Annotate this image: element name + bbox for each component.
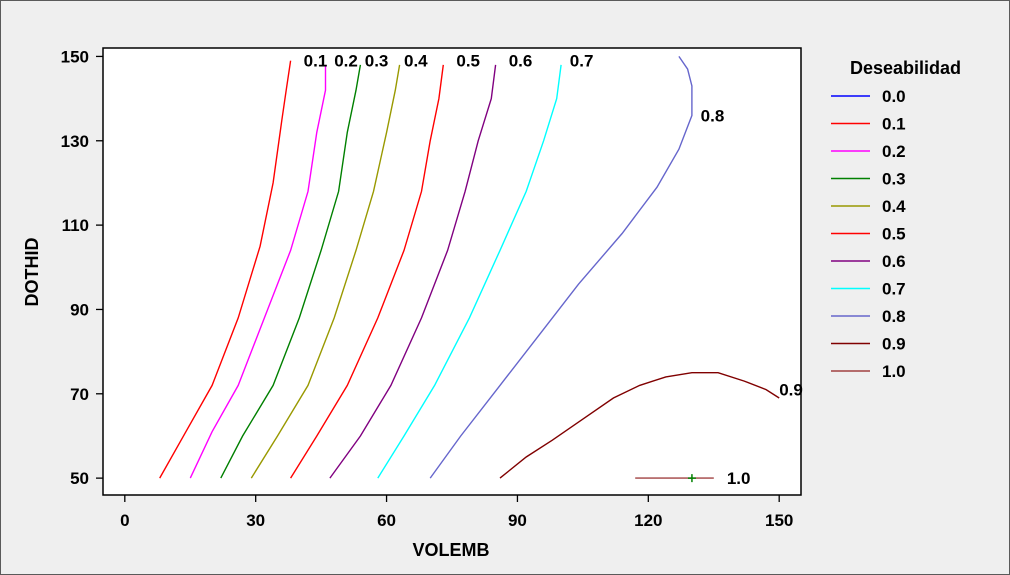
contour-line-0-5 xyxy=(290,64,444,479)
x-tick-label: 120 xyxy=(634,511,662,530)
legend-title: Deseabilidad xyxy=(850,58,961,78)
contour-label-0-4: 0.4 xyxy=(404,52,428,71)
optimum-marker xyxy=(687,474,696,483)
contour-label-1-0: 1.0 xyxy=(727,469,751,488)
legend-label: 0.2 xyxy=(882,142,906,161)
contour-line-0-6 xyxy=(329,64,497,479)
y-tick-label: 150 xyxy=(61,47,89,66)
legend-label: 0.3 xyxy=(882,170,906,189)
contour-line-0-8 xyxy=(429,56,693,479)
contour-label-0-5: 0.5 xyxy=(456,52,480,71)
y-tick-label: 70 xyxy=(70,385,89,404)
y-tick-label: 110 xyxy=(62,216,89,235)
contour-label-0-9: 0.9 xyxy=(779,381,803,400)
contour-label-0-1: 0.1 xyxy=(304,52,328,71)
legend-label: 0.5 xyxy=(882,225,906,244)
x-axis-title: VOLEMB xyxy=(412,540,489,560)
x-tick-label: 150 xyxy=(765,511,793,530)
legend-label: 0.6 xyxy=(882,252,906,271)
contour-label-0-8: 0.8 xyxy=(701,106,725,125)
legend-label: 0.1 xyxy=(882,115,906,134)
legend-label: 0.4 xyxy=(882,197,906,216)
contour-line-0-7 xyxy=(377,64,562,479)
contour-line-0-3 xyxy=(220,64,362,479)
plot-area xyxy=(102,47,802,496)
x-tick-label: 60 xyxy=(377,511,396,530)
y-axis: 50 70 90 110 130 150 xyxy=(61,47,103,488)
legend-label: 1.0 xyxy=(882,362,906,381)
contour-label-0-3: 0.3 xyxy=(365,52,389,71)
contour-label-0-6: 0.6 xyxy=(509,52,533,71)
contour-label-0-7: 0.7 xyxy=(570,52,594,71)
legend: 0.0 0.1 0.2 0.3 0.4 0.5 0.6 0.7 0.8 0.9 1.0 xyxy=(831,87,906,381)
contour-line-0-9 xyxy=(499,372,780,479)
x-tick-label: 90 xyxy=(508,511,527,530)
y-axis-title: DOTHID xyxy=(22,238,42,307)
legend-label: 0.9 xyxy=(882,335,906,354)
contour-lines xyxy=(159,56,780,479)
contour-line-0-1 xyxy=(159,60,292,479)
y-tick-label: 50 xyxy=(70,469,89,488)
legend-label: 0.8 xyxy=(882,307,906,326)
y-tick-label: 130 xyxy=(61,132,89,151)
legend-label: 0.0 xyxy=(882,87,906,106)
contour-line-0-2 xyxy=(189,64,327,479)
contour-line-0-4 xyxy=(250,64,401,479)
contour-label-0-2: 0.2 xyxy=(334,52,358,71)
x-axis: 0 30 60 90 120 150 xyxy=(120,495,793,530)
y-tick-label: 90 xyxy=(70,300,89,319)
x-tick-label: 0 xyxy=(120,511,129,530)
x-tick-label: 30 xyxy=(246,511,265,530)
contour-labels: 0.1 0.2 0.3 0.4 0.5 0.6 0.7 0.8 0.9 1.0 xyxy=(304,52,803,488)
legend-label: 0.7 xyxy=(882,280,906,299)
